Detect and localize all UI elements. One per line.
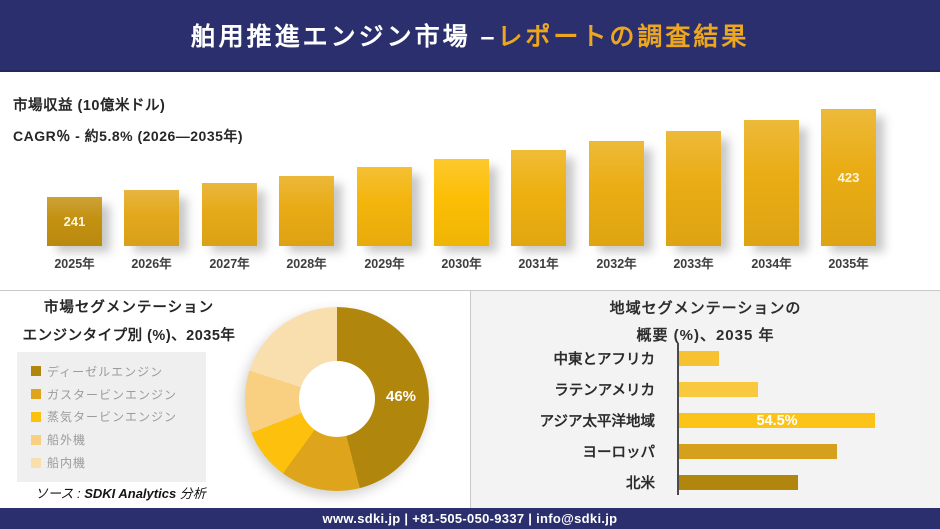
region-label: 中東とアフリカ (553, 352, 656, 368)
header-banner: 舶用推進エンジン市場 – レポートの調査結果 (0, 0, 940, 72)
revenue-year-label: 2026年 (131, 257, 172, 271)
revenue-bar-2029年 (357, 167, 412, 246)
footer-bar: www.sdki.jp | +81-505-050-9337 | info@sd… (0, 508, 940, 529)
legend-item-1: ディーゼルエンジン (31, 363, 200, 380)
revenue-chart-section: 市場収益 (10億米ドル) CAGR％ - 約5.8% (2026―2035年)… (0, 72, 940, 290)
revenue-year-label: 2035年 (828, 257, 869, 271)
page-title: 舶用推進エンジン市場 – (190, 23, 498, 51)
region-label: アジア太平洋地域 (539, 414, 655, 430)
region-row-1: 中東とアフリカ (471, 343, 940, 374)
revenue-year-label: 2030年 (441, 257, 482, 271)
region-bar (679, 444, 837, 459)
revenue-bar-2031年 (511, 150, 566, 246)
page-title-accent: レポートの調査結果 (497, 23, 750, 51)
donut-hole (299, 361, 375, 437)
region-bar (679, 382, 758, 397)
region-bar-value-label: 54.5% (756, 412, 798, 429)
revenue-bar-2035年: 423 (821, 109, 876, 246)
regional-axis-line (677, 343, 679, 495)
legend-label: 蒸気タービンエンジン (47, 410, 178, 425)
region-bar (679, 351, 719, 366)
source-prefix: ソース : (35, 486, 85, 501)
engine-donut-chart: 46% (245, 307, 429, 491)
region-label: ラテンアメリカ (554, 383, 655, 399)
engine-segmentation-title-line2: エンジンタイプ別 (%)、2035年 (22, 328, 236, 344)
source-brand: SDKI Analytics (84, 486, 177, 501)
legend-swatch-icon (31, 389, 41, 400)
legend-label: ガスタービンエンジン (47, 387, 178, 402)
legend-label: ディーゼルエンジン (47, 364, 164, 379)
region-row-2: ラテンアメリカ (471, 374, 940, 405)
revenue-bar-2033年 (666, 131, 721, 246)
engine-segmentation-panel: 市場セグメンテーション エンジンタイプ別 (%)、2035年 ディーゼルエンジン… (0, 290, 471, 508)
region-row-5: 北米 (471, 467, 940, 498)
engine-segmentation-title-line1: 市場セグメンテーション (43, 300, 215, 316)
revenue-bar-2030年 (434, 159, 489, 246)
legend-item-4: 船外機 (31, 431, 200, 448)
regional-title: 地域セグメンテーションの 概要 (%)、2035 年 (471, 297, 940, 345)
revenue-year-label: 2028年 (286, 257, 327, 271)
revenue-year-label: 2032年 (596, 257, 637, 271)
region-row-3: アジア太平洋地域 54.5% (471, 405, 940, 436)
donut-slice-label: 46% (385, 388, 417, 405)
legend-swatch-icon (31, 457, 41, 468)
revenue-bar-value-label: 423 (837, 170, 860, 185)
revenue-year-label: 2025年 (54, 257, 95, 271)
legend-label: 船外機 (47, 433, 87, 448)
region-label: ヨーロッパ (582, 445, 656, 461)
regional-bar-chart: 中東とアフリカ ラテンアメリカアジア太平洋地域 54.5% ヨーロッパ北米 (471, 343, 940, 498)
regional-title-line1: 地域セグメンテーションの (609, 300, 802, 317)
footer-contact-text: www.sdki.jp | +81-505-050-9337 | info@sd… (322, 511, 618, 526)
revenue-bar-2025年: 241 (47, 197, 102, 246)
engine-type-legend: ディーゼルエンジン ガスタービンエンジン 蒸気タービンエンジン 船外機船内機 (17, 352, 206, 482)
revenue-bar-2028年 (279, 176, 334, 246)
revenue-metric-label: 市場収益 (10億米ドル) (13, 98, 166, 114)
source-suffix: 分析 (176, 486, 206, 501)
region-bar (679, 475, 798, 490)
legend-item-5: 船内機 (31, 454, 200, 471)
legend-swatch-icon (31, 411, 41, 422)
source-note: ソース : SDKI Analytics 分析 (35, 483, 206, 502)
region-label: 北米 (626, 476, 655, 492)
revenue-bar-value-label: 241 (63, 214, 86, 229)
revenue-bar-2032年 (589, 141, 644, 246)
legend-item-3: 蒸気タービンエンジン (31, 408, 200, 425)
revenue-bar-2026年 (124, 190, 179, 246)
region-bar: 54.5% (679, 412, 875, 429)
legend-swatch-icon (31, 366, 41, 377)
revenue-bar-2034年 (744, 120, 799, 246)
region-row-4: ヨーロッパ (471, 436, 940, 467)
regional-title-line2: 概要 (%)、2035 年 (636, 327, 775, 344)
legend-item-2: ガスタービンエンジン (31, 386, 200, 403)
legend-label: 船内機 (47, 456, 87, 471)
revenue-cagr-label: CAGR％ - 約5.8% (2026―2035年) (13, 128, 244, 144)
revenue-bar-2027年 (202, 183, 257, 246)
revenue-year-label: 2033年 (673, 257, 714, 271)
legend-swatch-icon (31, 434, 41, 445)
revenue-year-label: 2027年 (209, 257, 250, 271)
engine-segmentation-title: 市場セグメンテーション エンジンタイプ別 (%)、2035年 (0, 296, 258, 345)
revenue-year-label: 2034年 (751, 257, 792, 271)
regional-segmentation-panel: 地域セグメンテーションの 概要 (%)、2035 年 中東とアフリカ ラテンアメリ… (471, 290, 940, 508)
revenue-chart-meta: 市場収益 (10億米ドル) CAGR％ - 約5.8% (2026―2035年) (13, 94, 243, 146)
revenue-year-label: 2031年 (518, 257, 559, 271)
revenue-year-label: 2029年 (364, 257, 405, 271)
